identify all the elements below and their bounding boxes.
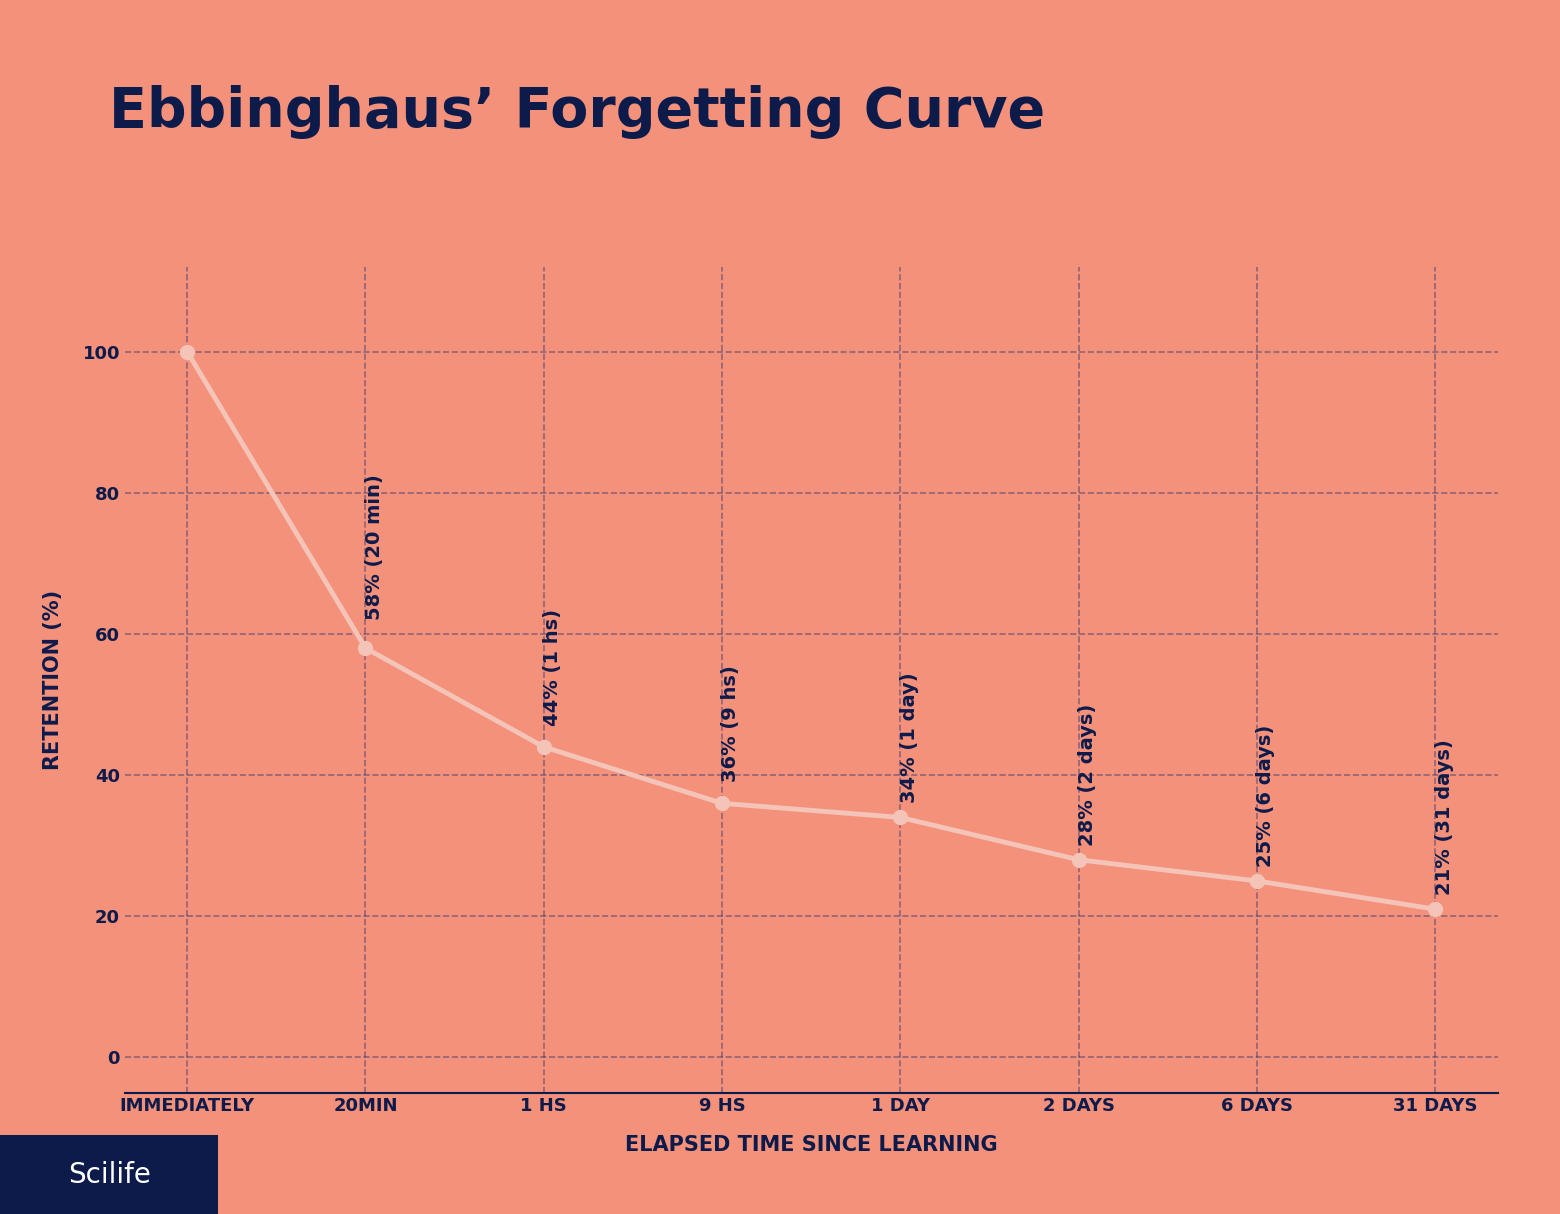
Text: Ebbinghaus’ Forgetting Curve: Ebbinghaus’ Forgetting Curve: [109, 85, 1045, 138]
Text: 21% (31 days): 21% (31 days): [1435, 739, 1454, 895]
Y-axis label: RETENTION (%): RETENTION (%): [44, 590, 62, 770]
Text: 25% (6 days): 25% (6 days): [1256, 725, 1276, 867]
Text: 28% (2 days): 28% (2 days): [1078, 703, 1097, 846]
Text: 34% (1 day): 34% (1 day): [900, 673, 919, 804]
Text: Scilife: Scilife: [67, 1161, 151, 1189]
Text: 44% (1 hs): 44% (1 hs): [543, 608, 562, 726]
Text: 36% (9 hs): 36% (9 hs): [721, 665, 741, 782]
X-axis label: ELAPSED TIME SINCE LEARNING: ELAPSED TIME SINCE LEARNING: [626, 1135, 997, 1155]
Text: 58% (20 min): 58% (20 min): [365, 475, 384, 620]
